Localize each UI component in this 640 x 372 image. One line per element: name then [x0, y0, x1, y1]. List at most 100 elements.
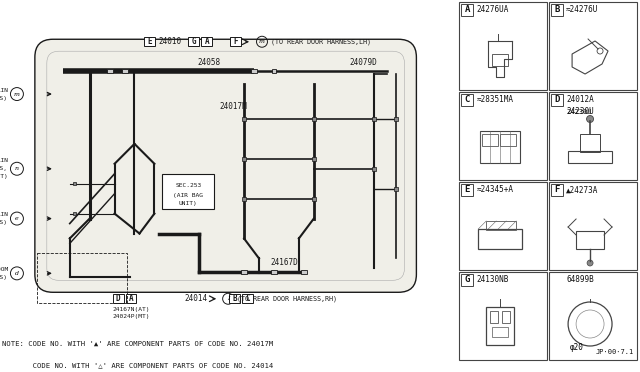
- Text: CODE NO. WITH '△' ARE COMPONENT PARTS OF CODE NO. 24014: CODE NO. WITH '△' ARE COMPONENT PARTS OF…: [3, 363, 273, 369]
- Bar: [460, 272, 547, 360]
- Bar: [372, 167, 376, 171]
- Bar: [551, 94, 563, 106]
- Bar: [461, 94, 473, 106]
- Bar: [460, 92, 547, 180]
- Text: 64899B: 64899B: [566, 276, 594, 285]
- Text: n: n: [15, 166, 19, 171]
- Text: 24058: 24058: [198, 58, 221, 67]
- Text: B: B: [554, 6, 560, 15]
- Text: F: F: [234, 37, 238, 46]
- Bar: [549, 182, 637, 270]
- Bar: [580, 134, 600, 152]
- Text: 24079D: 24079D: [349, 58, 378, 67]
- Bar: [272, 69, 276, 73]
- Text: 24010: 24010: [158, 37, 182, 46]
- Text: I: I: [227, 296, 229, 301]
- Bar: [486, 307, 514, 345]
- Bar: [394, 187, 399, 191]
- Bar: [107, 69, 113, 73]
- Text: A: A: [465, 6, 470, 15]
- Bar: [271, 270, 277, 275]
- Text: φ20: φ20: [570, 343, 584, 352]
- Text: SEC.253: SEC.253: [175, 183, 202, 188]
- Text: (TO MAIN: (TO MAIN: [0, 87, 8, 93]
- Text: m: m: [259, 39, 265, 44]
- Text: 24230U: 24230U: [566, 109, 591, 115]
- Text: B: B: [232, 294, 237, 303]
- Text: ≂28351MA: ≂28351MA: [476, 96, 513, 105]
- Bar: [549, 92, 637, 180]
- Text: ≂24345+A: ≂24345+A: [476, 186, 513, 195]
- Text: 24230U: 24230U: [566, 108, 594, 116]
- Text: 24167D: 24167D: [270, 258, 298, 267]
- Text: (TO ENGINE ROOM: (TO ENGINE ROOM: [0, 267, 8, 272]
- Text: HARNESS): HARNESS): [0, 96, 8, 100]
- Bar: [549, 272, 637, 360]
- Bar: [500, 134, 516, 146]
- Text: 24012A: 24012A: [566, 96, 594, 105]
- Circle shape: [587, 115, 593, 122]
- Bar: [312, 117, 316, 121]
- Bar: [242, 197, 246, 201]
- Text: E: E: [465, 186, 470, 195]
- Text: HARNESS): HARNESS): [0, 220, 8, 225]
- Text: m: m: [14, 92, 20, 97]
- Bar: [478, 229, 522, 249]
- Text: A: A: [204, 37, 209, 46]
- Bar: [492, 54, 508, 66]
- Text: (TO MAIN: (TO MAIN: [0, 212, 8, 217]
- Bar: [461, 4, 473, 16]
- Bar: [242, 294, 253, 303]
- Bar: [460, 182, 547, 270]
- Text: D: D: [554, 96, 560, 105]
- Text: ▲24273A: ▲24273A: [566, 186, 598, 195]
- Bar: [461, 274, 473, 286]
- Bar: [230, 37, 241, 46]
- Bar: [113, 294, 124, 303]
- Text: UNIT): UNIT): [179, 201, 198, 206]
- Bar: [492, 327, 508, 337]
- Bar: [482, 134, 498, 146]
- Text: (TO REAR DOOR HARNESS,RH): (TO REAR DOOR HARNESS,RH): [237, 295, 337, 302]
- Bar: [229, 294, 240, 303]
- Text: C: C: [465, 96, 470, 105]
- Text: JP·00·7.1: JP·00·7.1: [596, 349, 634, 355]
- Bar: [188, 37, 199, 46]
- Bar: [486, 221, 516, 230]
- Text: A: A: [129, 294, 133, 303]
- Bar: [460, 2, 547, 90]
- Text: HARNESS,: HARNESS,: [0, 166, 8, 171]
- Text: C: C: [245, 294, 250, 303]
- Text: INST): INST): [0, 174, 8, 179]
- Text: 24014: 24014: [184, 294, 207, 303]
- Bar: [163, 174, 214, 209]
- Text: G: G: [191, 37, 196, 46]
- Text: NOTE: CODE NO. WITH '▲' ARE COMPONENT PARTS OF CODE NO. 24017M: NOTE: CODE NO. WITH '▲' ARE COMPONENT PA…: [3, 340, 273, 346]
- Bar: [568, 151, 612, 163]
- Bar: [37, 253, 127, 303]
- Bar: [301, 270, 307, 275]
- Bar: [73, 212, 76, 215]
- Text: d: d: [15, 271, 19, 276]
- Text: G: G: [465, 276, 470, 285]
- Circle shape: [587, 260, 593, 266]
- Text: e: e: [15, 216, 19, 221]
- Bar: [549, 2, 637, 90]
- Text: 24024P(MT): 24024P(MT): [113, 314, 150, 319]
- Text: (TO REAR DOOR HARNESS,LH): (TO REAR DOOR HARNESS,LH): [271, 38, 371, 45]
- Bar: [490, 311, 498, 323]
- Bar: [312, 157, 316, 161]
- Bar: [122, 69, 127, 73]
- Bar: [73, 182, 76, 185]
- Text: 24017M: 24017M: [219, 103, 247, 112]
- Text: 24167N(AT): 24167N(AT): [113, 307, 150, 312]
- Bar: [312, 197, 316, 201]
- Bar: [201, 37, 212, 46]
- Text: (TO MAIN: (TO MAIN: [0, 158, 8, 163]
- Text: 24130NB: 24130NB: [476, 276, 509, 285]
- Bar: [394, 117, 399, 121]
- Text: D: D: [116, 294, 120, 303]
- Bar: [125, 294, 136, 303]
- Text: HARNESS): HARNESS): [0, 275, 8, 280]
- Text: (AIR BAG: (AIR BAG: [173, 193, 204, 198]
